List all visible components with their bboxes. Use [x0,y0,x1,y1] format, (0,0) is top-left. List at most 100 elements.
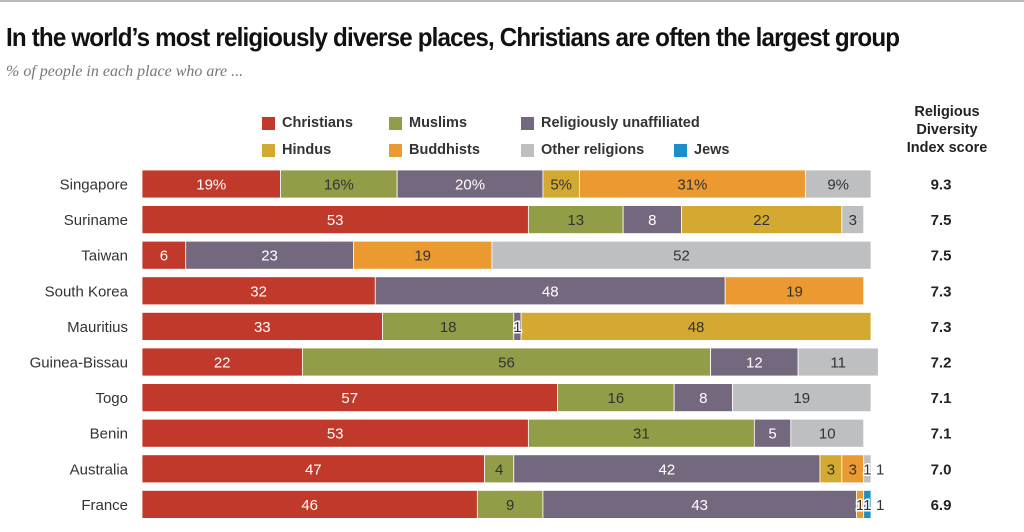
value-label-christians: 22 [214,355,231,372]
value-label-muslims: 16% [324,177,354,194]
bar-segment-other-religions [491,240,872,270]
rdi-header-line: Religious [914,104,980,120]
legend-item-unaffiliated: Religiously unaffiliated [521,115,700,131]
value-label-christians: 53 [327,426,344,443]
category-label-taiwan: Taiwan [81,248,128,265]
outside-value-label: 1 [876,461,884,478]
diversity-score-singapore: 9.3 [931,177,952,194]
legend-swatch-muslims [389,116,402,130]
legend-label: Christians [282,115,353,131]
bar-segment-muslims [527,205,624,235]
top-rule [0,0,1024,2]
value-label-hindus: 5% [550,177,572,194]
legend-swatch-christians [262,116,275,130]
value-label-muslims: 31 [633,426,650,443]
category-label-togo: Togo [95,390,128,407]
value-label-religiously-unaffiliated: 5 [768,426,776,443]
bar-segment-religiously-unaffiliated [622,205,682,235]
diversity-score-france: 6.9 [931,497,952,514]
rdi-score-header: Religious Diversity Index score [892,103,1002,157]
value-label-hindus: 48 [688,319,705,336]
category-label-suriname: Suriname [64,212,128,229]
value-label-muslims: 13 [567,212,584,229]
category-label-benin: Benin [90,426,128,443]
legend-label: Hindus [282,142,332,158]
diversity-score-suriname: 7.5 [931,212,952,229]
value-label-muslims: 4 [495,461,503,478]
value-label-buddhists: 31% [677,177,707,194]
bar-segment-religiously-unaffiliated [710,347,799,377]
diversity-score-mauritius: 7.3 [931,319,952,336]
value-label-religiously-unaffiliated: 8 [699,390,707,407]
diversity-score-taiwan: 7.5 [931,248,952,265]
legend-item-other-religions: Other religions [521,142,644,158]
bar-segment-christians [141,205,529,235]
legend-label: Other religions [541,142,645,158]
value-label-muslims: 16 [608,390,625,407]
bar-segment-other-religions [790,418,865,448]
category-label-singapore: Singapore [60,177,128,194]
value-label-hindus: 3 [827,461,835,478]
bar-segment-christians [141,383,558,413]
value-label-other-religions: 19 [793,390,810,407]
value-label-buddhists: 19 [414,248,431,265]
value-label-other-religions: 10 [819,426,836,443]
legend-swatch-other [521,143,534,157]
bar-segment-hindus [542,169,580,199]
value-label-muslims: 9 [506,497,514,514]
rdi-header-line: Diversity [916,122,978,138]
legend-label: Muslims [409,115,468,131]
bar-segment-christians [141,240,187,270]
value-label-christians: 32 [250,283,267,300]
bar-segment-muslims [280,169,398,199]
value-label-other-religions: 3 [849,212,857,229]
bar-segment-christians [141,489,478,519]
legend-swatch-unaffiliated [521,116,534,130]
diversity-score-australia: 7.0 [931,461,952,478]
bar-segment-buddhists [579,169,806,199]
bar-segment-other-religions [863,454,872,484]
bar-segment-muslims [557,383,675,413]
value-label-other-religions: 1 [863,461,871,478]
bar-segment-christians [141,347,303,377]
value-label-other-religions: 9% [827,177,849,194]
bar-segment-christians [141,418,529,448]
bar-segment-other-religions [804,169,872,199]
bar-segment-christians [141,169,281,199]
rdi-header-line: Index score [906,140,988,156]
value-label-muslims: 56 [498,355,515,372]
value-label-buddhists: 19 [786,283,803,300]
value-label-christians: 6 [160,248,168,265]
legend-item-jews: Jews [674,142,729,158]
legend-item-hindus: Hindus [262,142,331,158]
category-label-mauritius: Mauritius [67,319,128,336]
legend-swatch-jews [674,143,687,157]
diversity-score-togo: 7.1 [931,390,952,407]
value-label-christians: 53 [327,212,344,229]
value-label-other-religions: 52 [673,248,690,265]
diversity-score-guinea-bissau: 7.2 [931,355,952,372]
category-label-australia: Australia [70,461,129,478]
bar-segment-hindus [520,311,872,341]
value-label-christians: 47 [305,461,322,478]
value-label-religiously-unaffiliated: 12 [746,355,763,372]
value-label-christians: 19% [196,177,226,194]
category-label-guinea-bissau: Guinea-Bissau [30,355,128,372]
value-label-religiously-unaffiliated: 23 [261,248,278,265]
legend-item-buddhists: Buddhists [389,142,480,158]
legend-label: Jews [694,142,730,158]
bar-segment-muslims [484,454,515,484]
bar-segment-religiously-unaffiliated [673,383,733,413]
chart-title: In the world’s most religiously diverse … [6,22,900,52]
bar-segment-buddhists [724,276,865,306]
bar-segment-religiously-unaffiliated [396,169,544,199]
value-label-muslims: 18 [440,319,457,336]
value-label-religiously-unaffiliated: 20% [455,177,485,194]
bar-segment-other-religions [841,205,865,235]
legend-item-christians: Christians [262,115,353,131]
chart-subtitle: % of people in each place who are ... [6,63,244,80]
legend-swatch-hindus [262,143,275,157]
category-label-south-korea: South Korea [45,283,129,300]
bar-segment-religiously-unaffiliated [513,454,821,484]
